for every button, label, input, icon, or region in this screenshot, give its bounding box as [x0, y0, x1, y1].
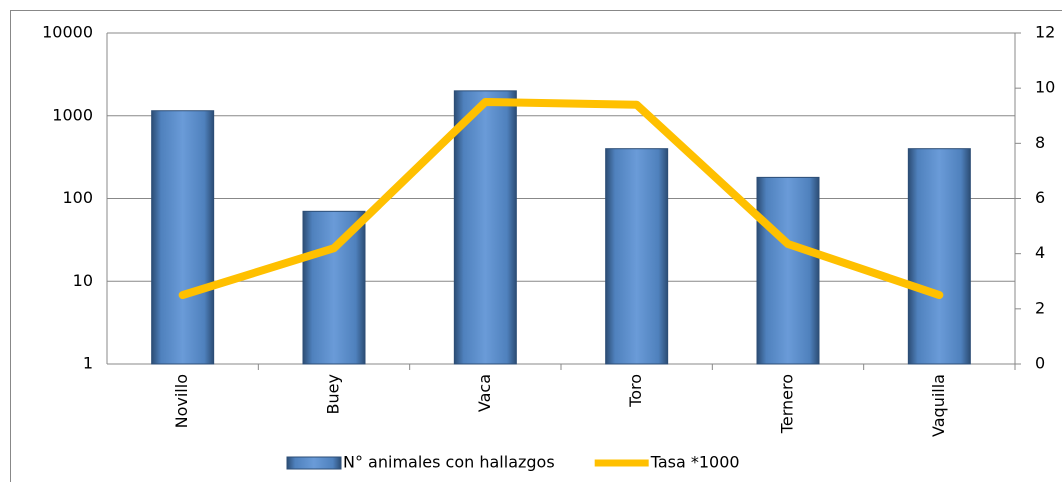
- legend-label: N° animales con hallazgos: [343, 453, 555, 472]
- y2-tick-label: 4: [1035, 243, 1045, 262]
- bar: [908, 149, 970, 364]
- y2-tick-label: 10: [1035, 78, 1055, 97]
- y-tick-label: 10000: [42, 23, 93, 42]
- bar: [454, 91, 516, 364]
- y-tick-label: 100: [62, 188, 93, 207]
- y2-tick-label: 6: [1035, 188, 1045, 207]
- x-tick-label: Vaquilla: [929, 374, 948, 437]
- x-tick-label: Novillo: [172, 374, 191, 428]
- legend-label: Tasa *1000: [650, 453, 740, 472]
- bar: [757, 177, 819, 364]
- legend-swatch: [287, 457, 341, 469]
- x-tick-label: Buey: [324, 374, 343, 414]
- bar: [152, 111, 214, 364]
- y2-tick-label: 8: [1035, 133, 1045, 152]
- y2-tick-label: 2: [1035, 298, 1045, 317]
- y2-tick-label: 0: [1035, 354, 1045, 373]
- x-tick-label: Ternero: [778, 374, 797, 434]
- y-tick-label: 1: [83, 354, 93, 373]
- y-tick-label: 10: [73, 271, 93, 290]
- x-tick-label: Vaca: [475, 374, 494, 412]
- y-tick-label: 1000: [52, 105, 93, 124]
- y2-tick-label: 12: [1035, 23, 1055, 42]
- bar: [303, 211, 365, 364]
- bar: [606, 149, 668, 364]
- x-tick-label: Toro: [626, 374, 645, 408]
